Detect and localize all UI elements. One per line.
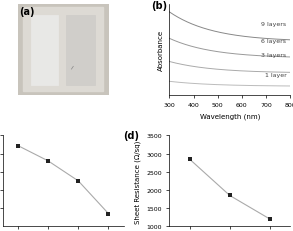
- Point: [106, 212, 111, 216]
- Point: [187, 158, 192, 161]
- Text: (d): (d): [124, 131, 139, 140]
- X-axis label: Wavelength (nm): Wavelength (nm): [200, 113, 260, 120]
- Point: [76, 179, 81, 183]
- Y-axis label: Absorbance: Absorbance: [158, 29, 164, 70]
- Text: 6 layers: 6 layers: [261, 38, 287, 43]
- Text: 1 layer: 1 layer: [265, 73, 287, 78]
- Point: [16, 144, 20, 148]
- Bar: [30, 15, 58, 86]
- Y-axis label: Sheet Resistance (Ω/sq): Sheet Resistance (Ω/sq): [134, 140, 141, 223]
- Point: [46, 159, 50, 163]
- Point: [227, 194, 232, 198]
- Bar: [23, 8, 103, 91]
- Text: 3 layers: 3 layers: [261, 53, 287, 58]
- Text: (a): (a): [20, 7, 35, 17]
- Point: [268, 217, 272, 221]
- Bar: [66, 15, 95, 86]
- Text: 9 layers: 9 layers: [261, 22, 287, 27]
- Text: (b): (b): [151, 1, 168, 11]
